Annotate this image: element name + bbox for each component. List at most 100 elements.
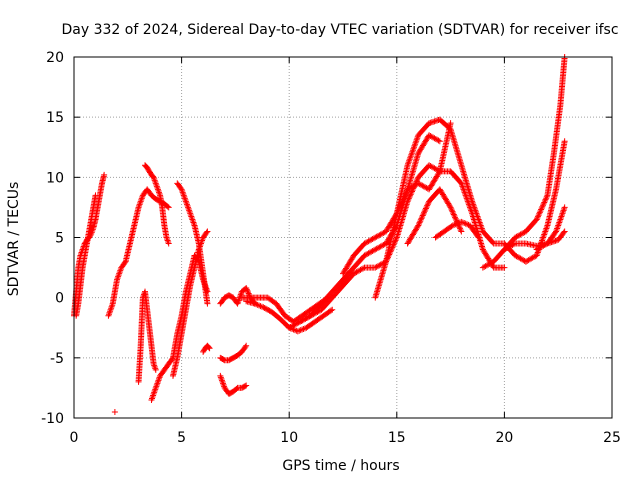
data-point — [360, 265, 367, 272]
data-point — [449, 222, 456, 229]
data-point — [489, 239, 496, 246]
x-axis-title: GPS time / hours — [282, 458, 399, 474]
data-point — [447, 204, 454, 211]
data-point — [111, 408, 118, 415]
data-point — [421, 209, 428, 216]
data-point — [458, 228, 465, 235]
data-point — [451, 212, 458, 219]
data-point — [540, 200, 547, 207]
data-point — [291, 327, 298, 334]
data-point — [475, 234, 482, 241]
data-point — [206, 345, 213, 352]
data-point — [457, 225, 464, 232]
data-point — [458, 218, 465, 225]
data-point — [328, 307, 335, 314]
x-tick-label: 20 — [495, 430, 513, 446]
data-point — [403, 189, 410, 196]
data-point — [450, 211, 457, 218]
data-point — [204, 300, 211, 307]
data-point — [220, 356, 227, 363]
data-point — [415, 222, 422, 229]
data-point — [448, 205, 455, 212]
data-point — [424, 201, 431, 208]
data-point — [242, 344, 249, 351]
data-point — [452, 221, 459, 228]
y-tick-labels: -10 -5 0 5 10 15 20 — [41, 50, 64, 427]
data-point — [406, 194, 413, 201]
chart-title: Day 332 of 2024, Sidereal Day-to-day VTE… — [61, 22, 618, 38]
data-point — [451, 221, 458, 228]
data-point — [422, 205, 429, 212]
data-point — [414, 223, 421, 230]
data-point — [301, 325, 308, 332]
data-point — [253, 301, 260, 308]
data-point — [452, 215, 459, 222]
data-point — [165, 204, 172, 211]
data-point — [243, 285, 250, 292]
data-point — [245, 289, 252, 296]
data-point — [299, 326, 306, 333]
data-point — [244, 287, 251, 294]
data-point — [416, 219, 423, 226]
data-point — [254, 301, 261, 308]
data-point — [393, 235, 400, 242]
data-point — [459, 219, 466, 226]
data-point — [560, 229, 567, 236]
data-point — [121, 259, 128, 266]
data-point — [543, 193, 550, 200]
data-point — [258, 303, 265, 310]
data-point — [561, 204, 568, 211]
data-point — [436, 169, 443, 176]
data-point — [552, 229, 559, 236]
data-point — [561, 228, 568, 235]
data-point — [461, 220, 468, 227]
data-point — [447, 120, 454, 127]
y-tick-label: -10 — [41, 411, 64, 427]
data-point — [296, 327, 303, 334]
data-point — [421, 208, 428, 215]
data-point — [405, 196, 412, 203]
data-point — [242, 383, 249, 390]
y-tick-label: 20 — [46, 50, 64, 66]
data-point — [329, 306, 336, 313]
data-point — [561, 138, 568, 145]
data-point — [233, 385, 240, 392]
data-point — [538, 206, 545, 213]
x-tick-label: 15 — [388, 430, 406, 446]
data-point — [450, 210, 457, 217]
data-point — [535, 212, 542, 219]
data-point — [243, 382, 250, 389]
data-point — [243, 342, 250, 349]
data-point — [474, 233, 481, 240]
data-point — [534, 215, 541, 222]
data-point — [417, 216, 424, 223]
data-point — [152, 366, 159, 373]
data-point — [534, 213, 541, 220]
data-point — [417, 218, 424, 225]
data-point — [448, 223, 455, 230]
data-point — [435, 137, 442, 144]
data-point — [542, 196, 549, 203]
data-point — [101, 171, 108, 178]
data-point — [536, 209, 543, 216]
data-point — [464, 221, 471, 228]
x-tick-labels: 0 5 10 15 20 25 — [70, 430, 621, 446]
data-point — [243, 286, 250, 293]
data-point — [541, 199, 548, 206]
data-point — [408, 189, 415, 196]
y-tick-label: 10 — [46, 170, 64, 186]
data-point — [422, 206, 429, 213]
data-point — [418, 215, 425, 222]
data-point — [452, 214, 459, 221]
data-point — [151, 363, 158, 370]
x-tick-label: 25 — [603, 430, 621, 446]
data-point — [177, 185, 184, 192]
data-point — [297, 327, 304, 334]
data-point — [164, 237, 171, 244]
data-point — [436, 138, 443, 145]
data-point — [407, 191, 414, 198]
data-point — [448, 207, 455, 214]
data-point — [541, 198, 548, 205]
y-tick-label: 5 — [55, 231, 64, 247]
